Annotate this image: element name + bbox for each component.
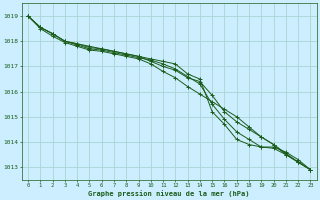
- X-axis label: Graphe pression niveau de la mer (hPa): Graphe pression niveau de la mer (hPa): [89, 190, 250, 197]
